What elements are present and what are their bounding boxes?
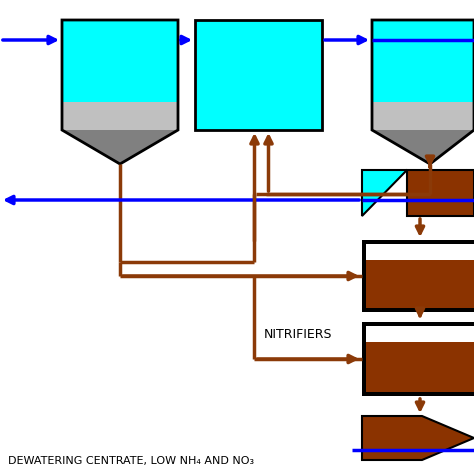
Bar	[195, 20, 322, 130]
Text: DEWATERING CENTRATE, LOW NH₄ AND NO₃: DEWATERING CENTRATE, LOW NH₄ AND NO₃	[8, 456, 254, 466]
Bar	[366, 326, 474, 392]
Bar	[362, 240, 474, 312]
Polygon shape	[362, 416, 474, 460]
Bar	[366, 342, 474, 392]
Polygon shape	[372, 102, 474, 130]
Text: NITRIFIERS: NITRIFIERS	[264, 328, 332, 341]
Bar	[362, 322, 474, 396]
Bar	[407, 170, 474, 216]
Bar	[366, 260, 474, 308]
Polygon shape	[372, 20, 474, 102]
Polygon shape	[362, 170, 407, 216]
Polygon shape	[372, 130, 474, 164]
Polygon shape	[62, 102, 178, 130]
Polygon shape	[62, 20, 178, 102]
Bar	[366, 244, 474, 308]
Polygon shape	[62, 130, 178, 164]
